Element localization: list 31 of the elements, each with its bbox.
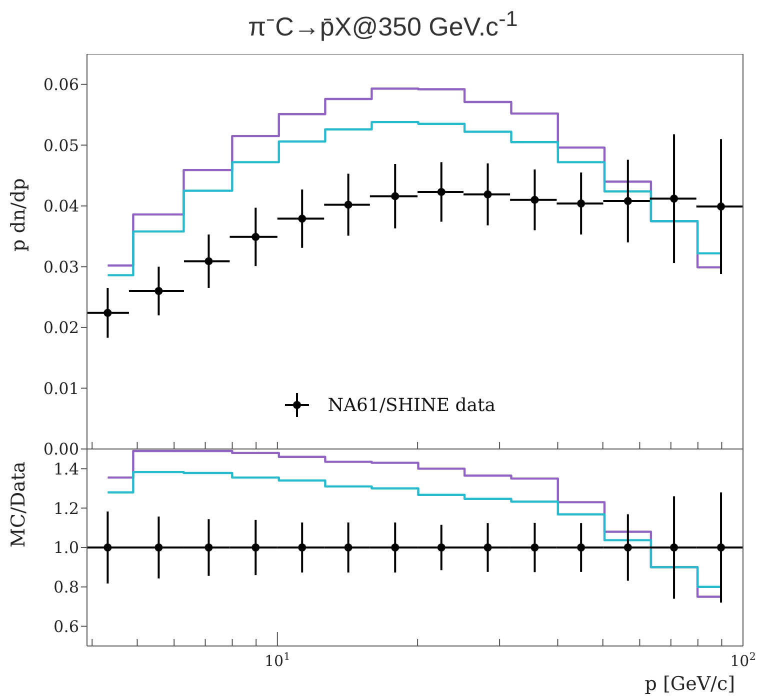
y-tick-label: 0.00: [43, 440, 79, 459]
point: [484, 190, 492, 198]
y-tick-label: 0.8: [54, 578, 79, 597]
point: [717, 202, 726, 211]
y-tick-label: 0.02: [43, 318, 79, 338]
y-tick-label: 0.04: [43, 196, 79, 216]
y-axis-title: MC/Data: [8, 462, 30, 548]
x-axis-title: p [GeV/c]: [644, 673, 735, 695]
y-axis-title: p dn/dp: [8, 178, 30, 252]
point: [437, 188, 446, 196]
y-tick-label: 1.4: [54, 459, 79, 478]
y-tick-label: 0.05: [43, 136, 79, 155]
x-tick-label: 10$^{1}$: [264, 651, 290, 670]
point: [204, 257, 213, 266]
y-tick-label: 1.2: [54, 498, 79, 518]
point: [670, 194, 678, 203]
chart-title: π⁻C→p̄X@350 GeV.c$^{-1}$: [247, 6, 519, 44]
legend-label: NA61/SHINE data: [328, 394, 496, 416]
point: [252, 232, 260, 241]
y-tick-label: 0.6: [54, 616, 79, 636]
point: [298, 214, 306, 223]
x-tick-label: 10$^{2}$: [730, 651, 756, 670]
point: [624, 197, 632, 206]
y-tick-label: 0.06: [43, 75, 79, 94]
point: [577, 199, 586, 208]
y-tick-label: 1.0: [54, 538, 79, 558]
point: [344, 200, 352, 209]
y-tick-label: 0.03: [43, 257, 79, 276]
point: [530, 196, 539, 204]
point: [391, 192, 400, 200]
y-tick-label: 0.01: [43, 378, 79, 398]
